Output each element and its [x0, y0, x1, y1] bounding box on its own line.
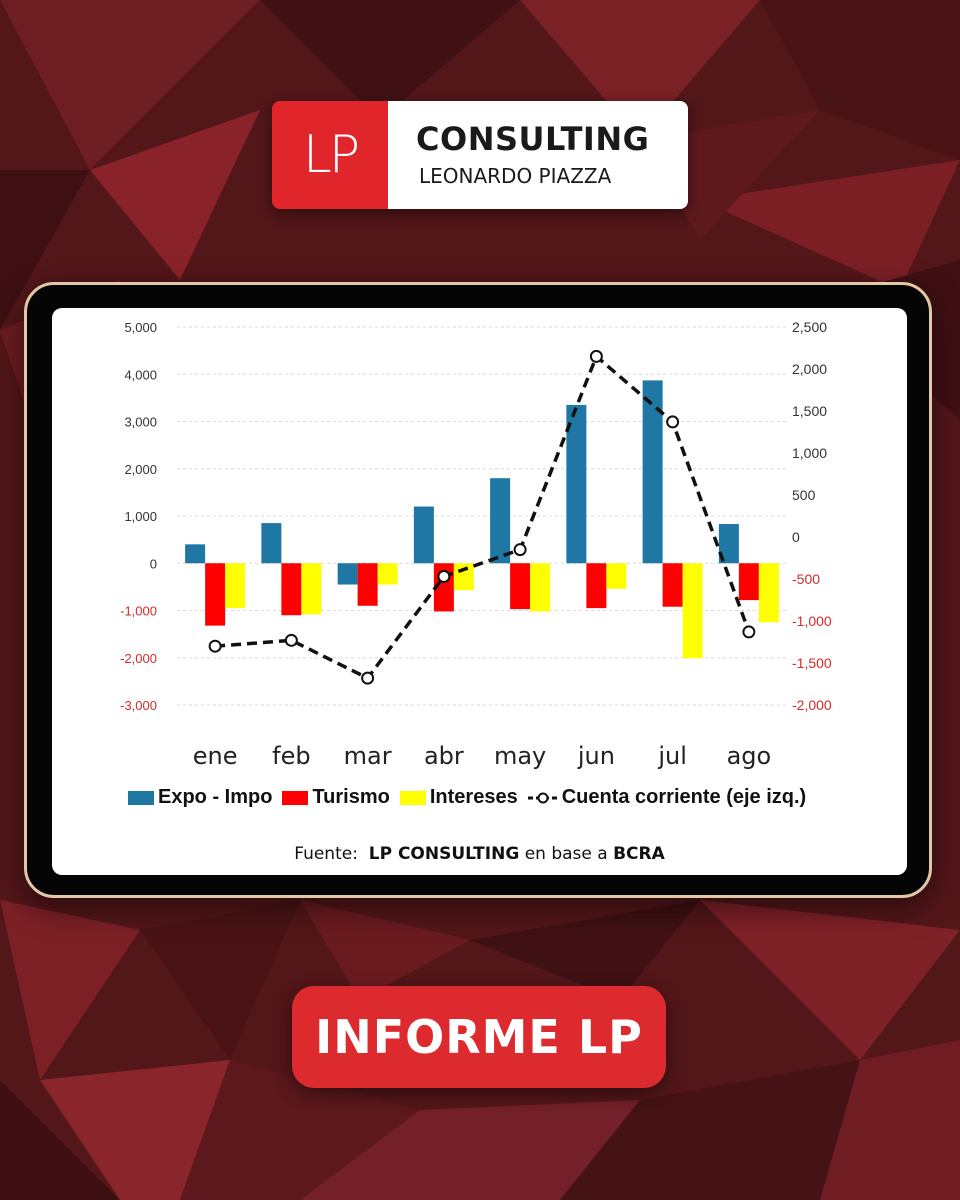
- right-tick-label: 0: [792, 529, 800, 545]
- logo-mark: LP: [272, 101, 388, 209]
- source-prefix: Fuente:: [294, 844, 358, 864]
- bar-intereses: [453, 563, 474, 591]
- legend-label-expo-impo: Expo - Impo: [158, 786, 273, 808]
- right-tick-label: 500: [792, 487, 816, 503]
- bar-expo-impo: [185, 544, 206, 564]
- category-label: jun: [577, 742, 615, 770]
- legend-swatch-cuenta-corriente: [527, 792, 558, 803]
- bar-expo-impo: [566, 404, 587, 564]
- source-middle: en base a: [524, 844, 608, 864]
- left-tick-label: -2,000: [120, 651, 157, 666]
- bar-turismo: [586, 563, 607, 609]
- brand-logo: LP CONSULTING LEONARDO PIAZZA: [272, 101, 688, 209]
- bar-intereses: [530, 563, 551, 612]
- bar-expo-impo: [642, 380, 663, 564]
- legend-label-turismo: Turismo: [312, 786, 390, 808]
- point-cuenta-corriente: [284, 633, 298, 647]
- logo-text-block: CONSULTING LEONARDO PIAZZA: [388, 101, 688, 209]
- point-cuenta-corriente: [208, 639, 222, 653]
- bar-expo-impo: [413, 506, 434, 564]
- category-label: ago: [727, 742, 772, 770]
- bar-turismo: [738, 563, 759, 601]
- bar-intereses: [225, 563, 246, 609]
- chart-screen: 5,000 4,000 3,000 2,000 1,000 0 -1,000 -2,000 -3…: [52, 308, 907, 875]
- left-tick-label: -3,000: [120, 698, 157, 713]
- bar-turismo: [662, 563, 683, 607]
- bar-intereses: [301, 563, 322, 615]
- right-tick-label: 1,500: [792, 403, 827, 419]
- right-tick-label: 2,000: [792, 361, 827, 377]
- legend-label-cuenta-corriente: Cuenta corriente (eje izq.): [561, 786, 807, 808]
- left-tick-label: 4,000: [124, 367, 157, 382]
- bar-intereses: [682, 563, 703, 659]
- category-label: ene: [193, 742, 238, 770]
- informe-lp-button[interactable]: INFORME LP: [292, 986, 666, 1088]
- point-cuenta-corriente: [742, 625, 756, 639]
- point-cuenta-corriente: [666, 415, 680, 429]
- bar-turismo: [510, 563, 531, 610]
- right-tick-label: -500: [792, 571, 820, 587]
- source-origin: BCRA: [613, 844, 665, 864]
- bar-turismo: [281, 563, 302, 616]
- point-cuenta-corriente: [361, 671, 375, 685]
- logo-title: CONSULTING: [416, 120, 650, 159]
- bar-intereses: [377, 563, 398, 585]
- point-cuenta-corriente: [589, 349, 603, 363]
- left-tick-label: 0: [150, 556, 157, 571]
- chart-source: Fuente: LP CONSULTING en base a BCRA: [52, 844, 907, 864]
- bar-turismo: [357, 563, 378, 606]
- legend-swatch-turismo: [282, 790, 309, 805]
- legend-label-intereses: Intereses: [429, 786, 518, 808]
- right-tick-label: -1,000: [792, 613, 832, 629]
- source-org: LP CONSULTING: [368, 844, 520, 864]
- left-tick-label: 1,000: [124, 509, 157, 524]
- legend-item-expo-impo: Expo - Impo: [128, 786, 272, 809]
- category-label: abr: [424, 742, 464, 770]
- right-tick-label: 2,500: [792, 319, 827, 335]
- chart-legend: Expo - Impo Turismo Intereses Cuenta cor…: [128, 786, 816, 809]
- category-label: mar: [344, 742, 392, 770]
- logo-subtitle: LEONARDO PIAZZA: [419, 163, 612, 188]
- left-tick-label: 2,000: [124, 462, 157, 477]
- right-tick-label: -1,500: [792, 655, 832, 671]
- bar-expo-impo: [490, 478, 511, 564]
- bar-intereses: [758, 563, 779, 623]
- bar-intereses: [606, 563, 627, 589]
- bar-expo-impo: [261, 523, 282, 564]
- right-tick-label: 1,000: [792, 445, 827, 461]
- bar-expo-impo: [718, 524, 739, 564]
- bar-expo-impo: [337, 563, 358, 585]
- legend-item-cuenta-corriente: Cuenta corriente (eje izq.): [527, 786, 807, 809]
- category-label: jul: [657, 742, 687, 770]
- legend-item-intereses: Intereses: [399, 786, 518, 809]
- legend-item-turismo: Turismo: [282, 786, 390, 809]
- point-cuenta-corriente: [513, 543, 527, 557]
- left-tick-label: 5,000: [124, 320, 157, 335]
- category-label: may: [494, 742, 546, 770]
- point-cuenta-corriente: [437, 569, 451, 583]
- left-tick-label: -1,000: [120, 604, 157, 619]
- legend-swatch-intereses: [399, 790, 426, 805]
- right-tick-label: -2,000: [792, 697, 832, 713]
- legend-swatch-expo-impo: [128, 790, 154, 805]
- line-cuenta-corriente: [214, 353, 751, 681]
- bar-turismo: [205, 563, 226, 626]
- left-tick-label: 3,000: [124, 415, 157, 430]
- category-label: feb: [272, 742, 310, 770]
- chart-canvas: 5,000 4,000 3,000 2,000 1,000 0 -1,000 -2,000 -3…: [120, 319, 832, 770]
